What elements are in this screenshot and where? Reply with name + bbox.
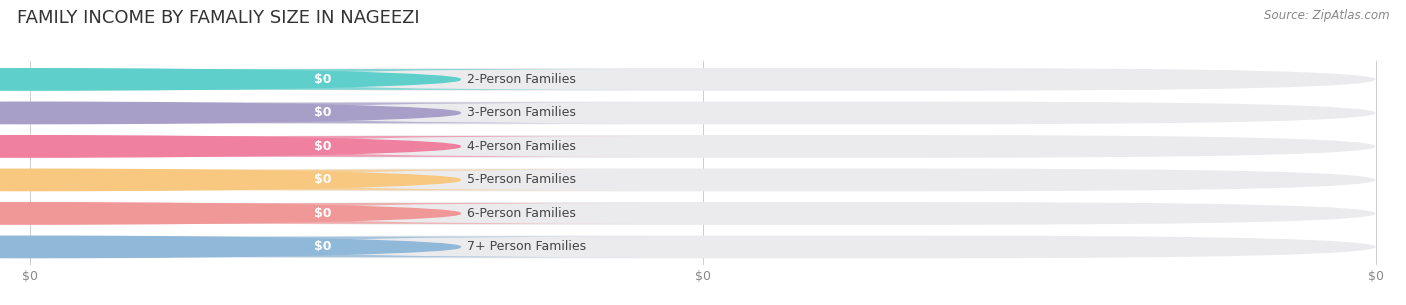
- Circle shape: [0, 102, 460, 124]
- FancyBboxPatch shape: [0, 170, 447, 190]
- FancyBboxPatch shape: [31, 68, 1375, 91]
- FancyBboxPatch shape: [31, 202, 1375, 225]
- Circle shape: [0, 136, 460, 157]
- FancyBboxPatch shape: [0, 237, 447, 257]
- Text: Source: ZipAtlas.com: Source: ZipAtlas.com: [1264, 9, 1389, 22]
- FancyBboxPatch shape: [0, 102, 447, 123]
- FancyBboxPatch shape: [0, 237, 650, 257]
- FancyBboxPatch shape: [0, 203, 447, 224]
- Text: 3-Person Families: 3-Person Families: [467, 106, 576, 120]
- Text: 4-Person Families: 4-Person Families: [467, 140, 576, 153]
- FancyBboxPatch shape: [0, 102, 650, 123]
- Text: 2-Person Families: 2-Person Families: [467, 73, 576, 86]
- Text: 7+ Person Families: 7+ Person Families: [467, 240, 586, 253]
- FancyBboxPatch shape: [0, 136, 650, 157]
- Text: $0: $0: [314, 240, 332, 253]
- Text: $0: $0: [314, 207, 332, 220]
- FancyBboxPatch shape: [0, 136, 447, 157]
- Text: $0: $0: [314, 73, 332, 86]
- Circle shape: [0, 169, 460, 191]
- FancyBboxPatch shape: [0, 203, 650, 224]
- FancyBboxPatch shape: [31, 235, 1375, 258]
- FancyBboxPatch shape: [31, 135, 1375, 158]
- Circle shape: [0, 69, 460, 90]
- Text: $0: $0: [314, 140, 332, 153]
- Text: FAMILY INCOME BY FAMALIY SIZE IN NAGEEZI: FAMILY INCOME BY FAMALIY SIZE IN NAGEEZI: [17, 9, 419, 27]
- FancyBboxPatch shape: [0, 170, 650, 190]
- Text: $0: $0: [314, 174, 332, 186]
- FancyBboxPatch shape: [31, 102, 1375, 124]
- FancyBboxPatch shape: [31, 169, 1375, 191]
- Circle shape: [0, 203, 460, 224]
- Text: $0: $0: [314, 106, 332, 120]
- Text: 5-Person Families: 5-Person Families: [467, 174, 576, 186]
- Circle shape: [0, 236, 460, 258]
- FancyBboxPatch shape: [0, 69, 650, 90]
- Text: 6-Person Families: 6-Person Families: [467, 207, 576, 220]
- FancyBboxPatch shape: [0, 69, 447, 90]
